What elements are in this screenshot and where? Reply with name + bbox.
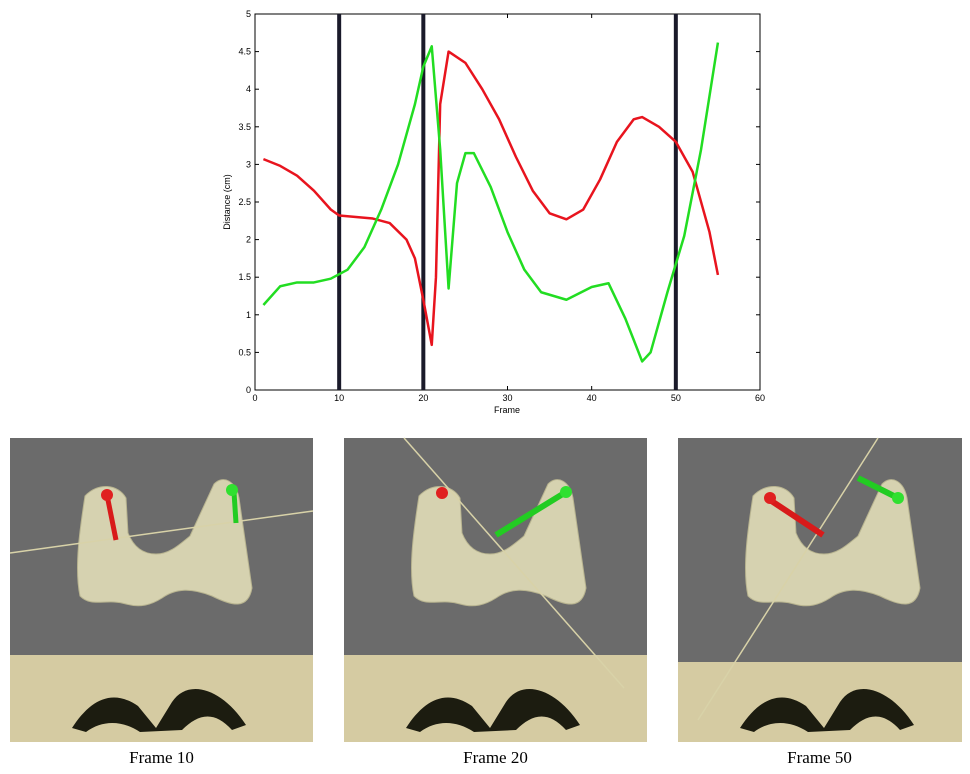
- plot-frame: [255, 14, 760, 390]
- x-tick-label: 50: [671, 393, 681, 403]
- chart: Frame Distance (cm) 0 0.5 1 1.5 2 2.5 3 3.5 4 4.5…: [0, 0, 970, 430]
- x-tick-label: 40: [587, 393, 597, 403]
- y-tick-label: 0.5: [238, 347, 251, 357]
- x-tick-label: 60: [755, 393, 765, 403]
- caption: Frame 20: [344, 748, 647, 768]
- x-tick-label: 20: [418, 393, 428, 403]
- x-tick-label: 0: [252, 393, 257, 403]
- y-axis-label: Distance (cm): [222, 174, 232, 230]
- panel-frame-10: [10, 438, 313, 742]
- y-tick-label: 2: [246, 235, 251, 245]
- y-tick-label: 3.5: [238, 122, 251, 132]
- x-axis-label: Frame: [494, 405, 520, 415]
- caption: Frame 10: [10, 748, 313, 768]
- y-tick-label: 0: [246, 385, 251, 395]
- y-tick-label: 1: [246, 310, 251, 320]
- y-tick-label: 2.5: [238, 197, 251, 207]
- y-tick-label: 4.5: [238, 47, 251, 57]
- panel-frame-20: [344, 438, 647, 742]
- render-panels: [0, 435, 970, 745]
- y-tick-label: 3: [246, 159, 251, 169]
- y-tick-label: 4: [246, 84, 251, 94]
- x-tick-label: 10: [334, 393, 344, 403]
- x-tick-label: 30: [502, 393, 512, 403]
- y-tick-label: 1.5: [238, 272, 251, 282]
- figure: Frame Distance (cm) 0 0.5 1 1.5 2 2.5 3 3.5 4 4.5…: [0, 0, 970, 774]
- panel-frame-50: [678, 438, 962, 742]
- y-tick-label: 5: [246, 9, 251, 19]
- caption: Frame 50: [668, 748, 970, 768]
